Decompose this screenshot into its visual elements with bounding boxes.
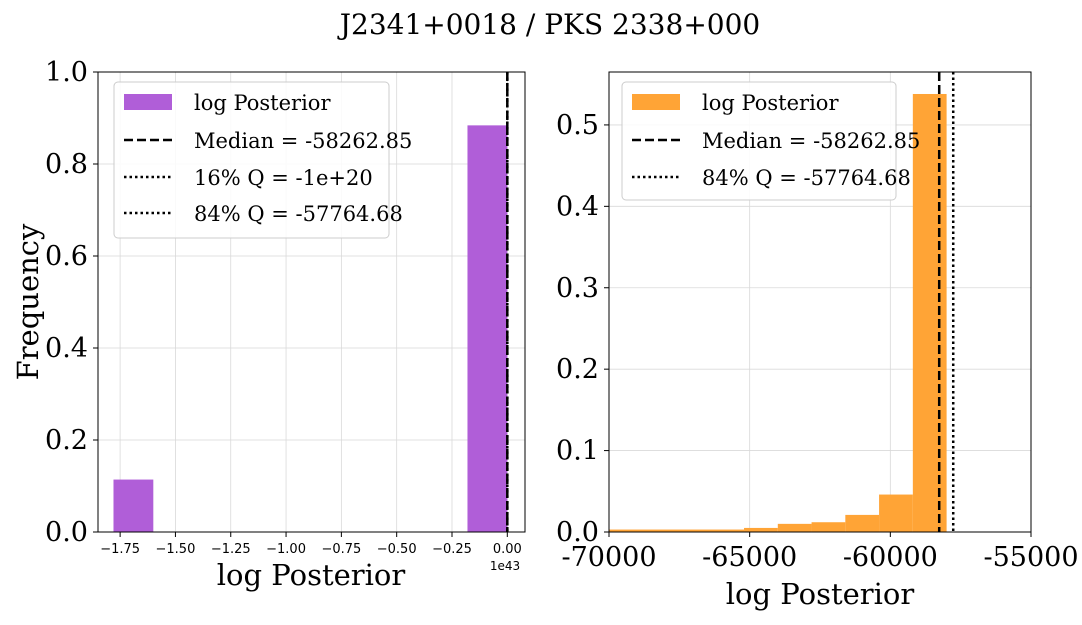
- right-histogram-panel: -70000 -65000 -60000 -55000 0.0 0.1 0.2 0.3 0.4…: [556, 71, 1079, 611]
- left-x-offset-label: 1e43: [490, 559, 520, 573]
- right-vlines: [937, 72, 955, 532]
- right-bars: [609, 93, 947, 532]
- histogram-bar: [811, 522, 846, 532]
- left-bars: [113, 125, 508, 533]
- x-tick-label: -60000: [843, 542, 938, 573]
- y-tick-label: 0.4: [556, 191, 599, 222]
- histogram-bar: [113, 479, 154, 532]
- x-tick-label: -70000: [561, 542, 656, 573]
- right-legend-series: log Posterior: [702, 91, 839, 115]
- left-y-ticks: 0.0 0.2 0.4 0.6 0.8 1.0: [45, 57, 98, 548]
- histogram-bar: [912, 93, 947, 532]
- y-tick-label: 0.5: [556, 110, 599, 141]
- left-legend-swatch-bar: [124, 94, 172, 110]
- left-legend-median: Median = -58262.85: [194, 129, 412, 153]
- histogram-bar: [777, 523, 812, 532]
- histogram-bar: [744, 527, 778, 532]
- x-tick-label: 0.00: [493, 542, 522, 557]
- y-tick-label: 0.0: [556, 517, 599, 548]
- histogram-bar: [609, 529, 745, 532]
- right-axes-frame: [608, 71, 1032, 533]
- histogram-bar: [879, 494, 913, 532]
- x-tick-label: −0.25: [432, 542, 472, 557]
- right-legend-box: [621, 81, 897, 201]
- left-histogram-panel: −1.75 −1.50 −1.25 −1.00 −0.75 −0.50 −0.25 0.00 …: [11, 57, 526, 592]
- histogram-bar: [467, 125, 508, 533]
- left-legend: log Posterior Median = -58262.85 16% Q =…: [113, 81, 412, 239]
- y-tick-label: 0.4: [45, 333, 88, 364]
- right-y-ticks: 0.0 0.1 0.2 0.3 0.4 0.5: [556, 110, 609, 548]
- right-legend: log Posterior Median = -58262.85 84% Q =…: [621, 81, 920, 201]
- x-tick-label: −1.00: [266, 542, 306, 557]
- left-legend-q16: 16% Q = -1e+20: [194, 166, 373, 190]
- left-legend-series: log Posterior: [194, 91, 331, 115]
- left-x-ticks: −1.75 −1.50 −1.25 −1.00 −0.75 −0.50 −0.25 0.00: [100, 532, 522, 557]
- x-tick-label: -65000: [702, 542, 797, 573]
- y-tick-label: 0.2: [556, 354, 599, 385]
- y-tick-label: 0.6: [45, 241, 88, 272]
- y-tick-label: 0.3: [556, 273, 599, 304]
- x-tick-label: −1.75: [100, 542, 140, 557]
- right-legend-median: Median = -58262.85: [702, 129, 920, 153]
- left-legend-box: [113, 81, 390, 239]
- right-legend-q84: 84% Q = -57764.68: [702, 166, 911, 190]
- left-x-axis-label: log Posterior: [217, 558, 406, 592]
- histogram-bar: [845, 514, 880, 532]
- y-tick-label: 0.1: [556, 436, 599, 467]
- x-tick-label: −1.25: [211, 542, 251, 557]
- x-tick-label: -55000: [983, 542, 1078, 573]
- right-x-ticks: -70000 -65000 -60000 -55000: [561, 532, 1079, 573]
- right-x-axis-label: log Posterior: [726, 577, 915, 611]
- x-tick-label: −0.50: [377, 542, 417, 557]
- y-tick-label: 0.2: [45, 425, 88, 456]
- left-y-axis-label: Frequency: [11, 223, 45, 380]
- x-tick-label: −1.50: [156, 542, 196, 557]
- figure-title: J2341+0018 / PKS 2338+000: [337, 8, 760, 41]
- y-tick-label: 0.0: [45, 517, 88, 548]
- x-tick-label: −0.75: [321, 542, 361, 557]
- left-legend-q84: 84% Q = -57764.68: [194, 202, 403, 226]
- y-tick-label: 0.8: [45, 149, 88, 180]
- y-tick-label: 1.0: [45, 57, 88, 88]
- left-axes-frame: [97, 71, 526, 533]
- right-legend-swatch-bar: [632, 94, 680, 110]
